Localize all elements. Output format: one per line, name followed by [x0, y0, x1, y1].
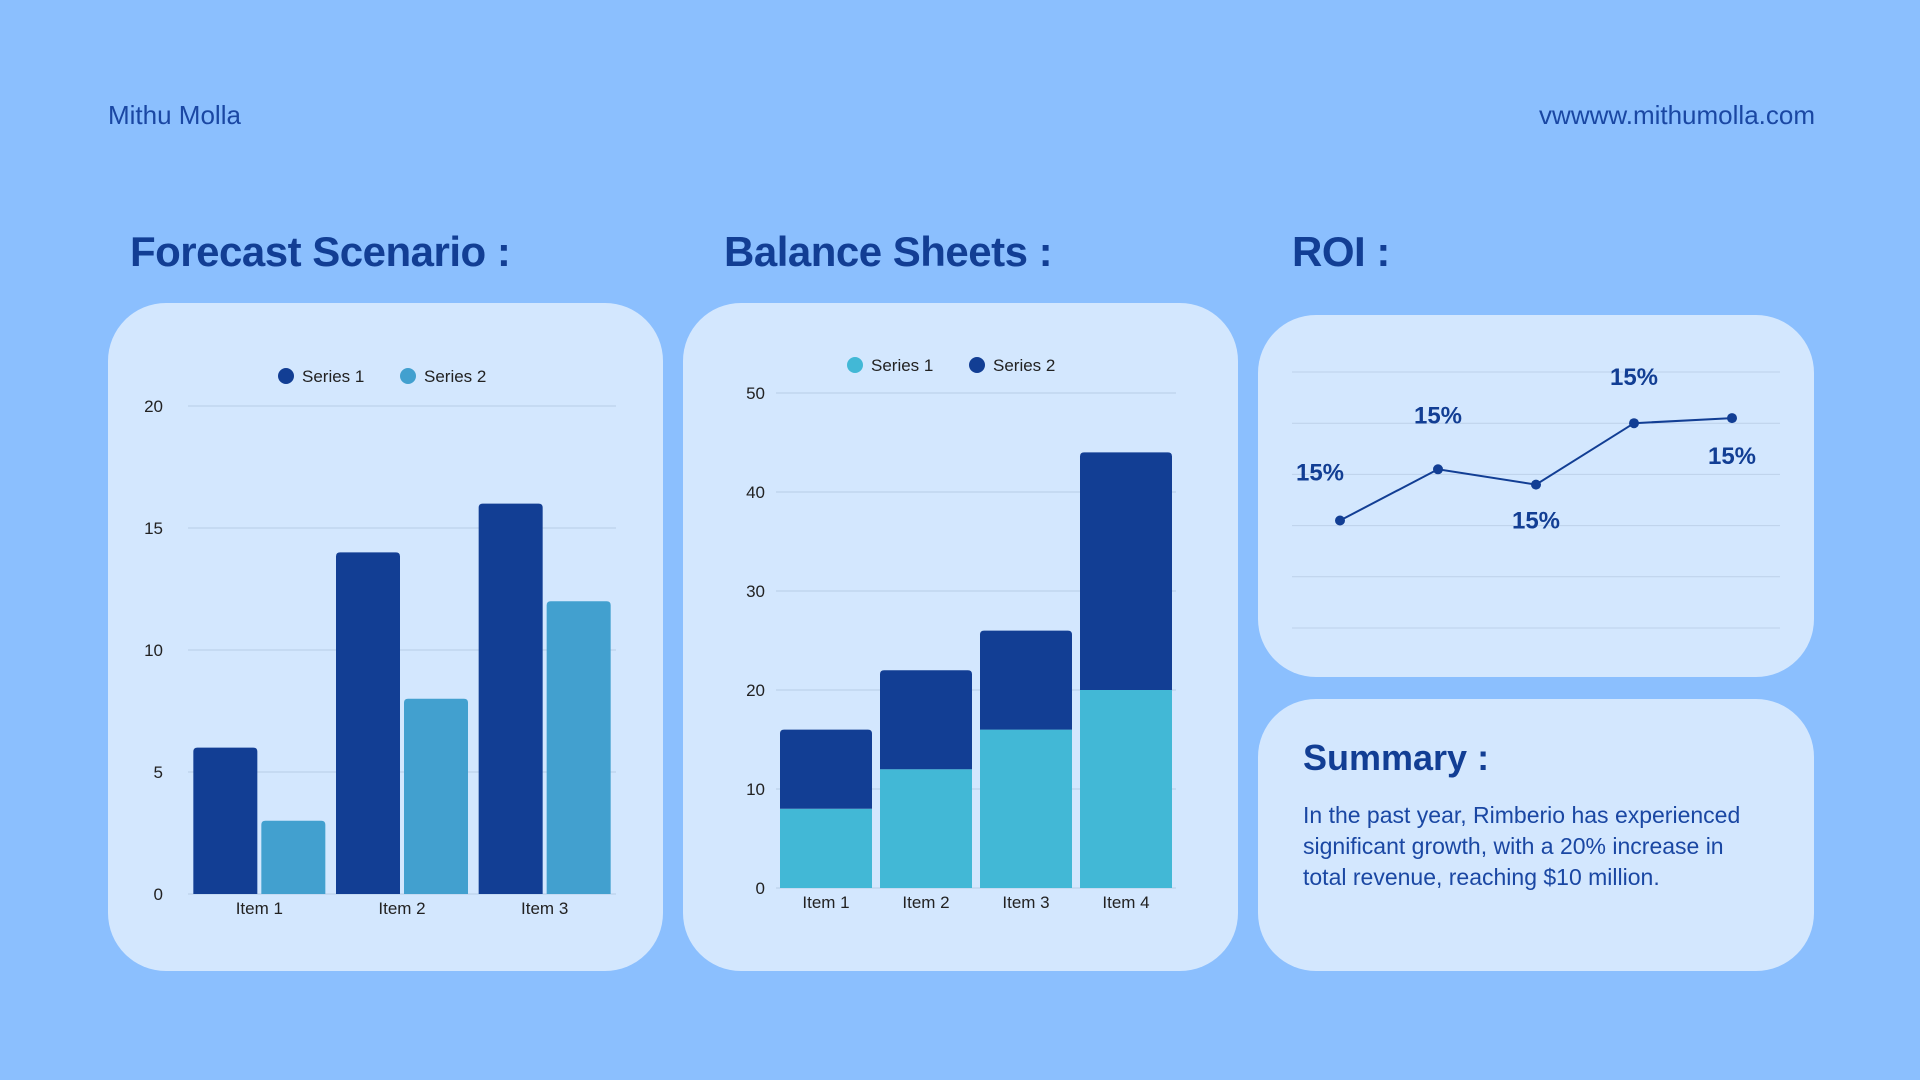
forecast-xtick-label: Item 3 [521, 899, 568, 918]
balance-bar-s2-1 [780, 729, 872, 809]
roi-point-1 [1335, 515, 1345, 526]
balance-bar-s2-2 [880, 670, 972, 770]
balance-card: 0 10 20 30 40 50 Series 1 Series 2 Item 1 Item 2 I… [683, 303, 1238, 971]
roi-data-label-3: 15% [1512, 508, 1560, 535]
roi-data-label-4: 15% [1610, 364, 1658, 391]
forecast-xtick-label: Item 1 [236, 899, 283, 918]
forecast-ytick-label: 20 [144, 397, 163, 416]
balance-ytick-label: 40 [746, 483, 765, 502]
balance-xtick-label: Item 2 [902, 893, 949, 912]
forecast-bar-s1-3 [478, 503, 543, 894]
forecast-legend-dot-1 [278, 368, 294, 384]
forecast-ytick-label: 0 [154, 885, 163, 904]
forecast-bar-s1-1 [193, 747, 258, 894]
roi-data-label-2: 15% [1414, 402, 1462, 429]
forecast-bar-s2-2 [404, 698, 468, 894]
balance-ytick-label: 10 [746, 780, 765, 799]
balance-chart: 0 10 20 30 40 50 Series 1 Series 2 Item 1 Item 2 I… [746, 356, 1176, 912]
balance-ytick-label: 20 [746, 681, 765, 700]
roi-point-2 [1433, 464, 1443, 475]
forecast-xtick-label: Item 2 [378, 899, 425, 918]
balance-bar-s2-4 [1080, 452, 1172, 690]
forecast-bar-s1-2 [336, 552, 400, 894]
balance-title: Balance Sheets : [724, 228, 1053, 275]
forecast-ytick-label: 5 [154, 763, 163, 782]
roi-line [1339, 417, 1733, 522]
roi-point-5 [1727, 413, 1737, 424]
forecast-ytick-label: 15 [144, 519, 163, 538]
balance-xtick-label: Item 4 [1102, 893, 1149, 912]
roi-chart: 15% 15% 15% 15% 15% [1292, 364, 1780, 629]
balance-xtick-label: Item 3 [1002, 893, 1049, 912]
roi-data-label-1: 15% [1296, 459, 1344, 486]
summary-text: In the past year, Rimberio has experienc… [1303, 802, 1741, 890]
forecast-bar-s2-1 [261, 820, 326, 894]
balance-legend-label-1: Series 1 [871, 356, 933, 375]
balance-legend-dot-2 [969, 357, 985, 373]
brand-name: Mithu Molla [108, 100, 241, 130]
summary-card: Summary : In the past year, Rimberio has… [1258, 699, 1814, 971]
balance-bar-s2-3 [980, 630, 1072, 730]
forecast-chart: 0 5 10 15 20 Series 1 Series 2 Item 1 Item 2 Item… [144, 367, 616, 918]
forecast-ytick-label: 10 [144, 641, 163, 660]
forecast-legend-label-1: Series 1 [302, 367, 364, 386]
balance-legend-label-2: Series 2 [993, 356, 1055, 375]
balance-bar-s1-1 [780, 808, 872, 888]
balance-ytick-label: 0 [756, 879, 765, 898]
balance-bar-s1-3 [980, 729, 1072, 888]
roi-data-label-5: 15% [1708, 443, 1756, 470]
balance-ytick-label: 50 [746, 384, 765, 403]
forecast-legend-dot-2 [400, 368, 416, 384]
forecast-bar-s2-3 [546, 601, 611, 894]
balance-bar-s1-4 [1080, 690, 1172, 888]
roi-title: ROI : [1292, 228, 1390, 275]
balance-bar-s1-2 [880, 769, 972, 888]
roi-point-3 [1531, 479, 1541, 490]
balance-legend-dot-1 [847, 357, 863, 373]
balance-xtick-label: Item 1 [802, 893, 849, 912]
roi-card: 15% 15% 15% 15% 15% [1258, 315, 1814, 677]
forecast-card: 0 5 10 15 20 Series 1 Series 2 Item 1 Item 2 Item… [108, 303, 663, 971]
roi-point-4 [1629, 418, 1639, 429]
balance-ytick-label: 30 [746, 582, 765, 601]
forecast-legend-label-2: Series 2 [424, 367, 486, 386]
website-link[interactable]: vwwww.mithumolla.com [1539, 100, 1815, 130]
forecast-title: Forecast Scenario : [130, 228, 511, 275]
summary-title: Summary : [1303, 737, 1490, 778]
